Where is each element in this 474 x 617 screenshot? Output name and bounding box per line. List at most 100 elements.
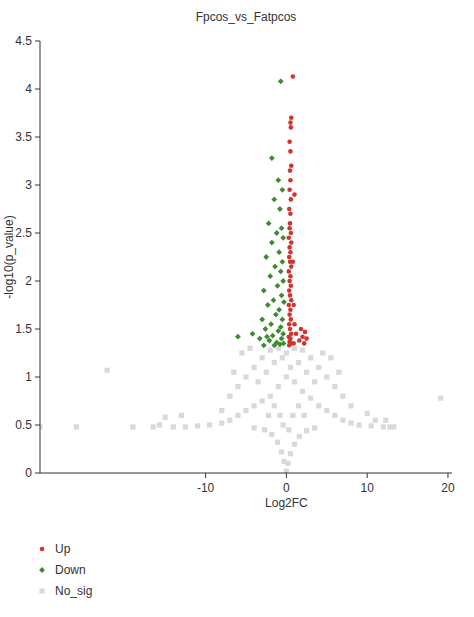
point bbox=[278, 269, 284, 275]
point bbox=[316, 365, 321, 370]
point bbox=[287, 245, 292, 250]
point bbox=[243, 374, 248, 379]
point bbox=[381, 424, 386, 429]
legend-marker bbox=[39, 588, 44, 593]
point bbox=[273, 312, 279, 318]
point bbox=[287, 188, 292, 193]
point bbox=[332, 384, 337, 389]
point bbox=[300, 348, 305, 353]
point bbox=[287, 207, 292, 212]
point bbox=[279, 187, 285, 193]
point bbox=[297, 434, 302, 439]
point bbox=[288, 293, 293, 298]
point bbox=[289, 197, 294, 202]
point bbox=[373, 418, 378, 423]
legend-label: Up bbox=[55, 542, 71, 556]
point bbox=[308, 396, 313, 401]
point bbox=[284, 468, 289, 473]
point bbox=[292, 379, 297, 384]
y-tick-label: 4.5 bbox=[15, 34, 32, 48]
point bbox=[289, 231, 294, 236]
point bbox=[291, 341, 296, 346]
point bbox=[288, 250, 293, 255]
y-tick bbox=[35, 329, 40, 330]
x-tick bbox=[286, 473, 287, 478]
y-tick bbox=[35, 89, 40, 90]
point bbox=[195, 423, 200, 428]
point bbox=[281, 299, 287, 305]
y-tick-label: 1 bbox=[25, 370, 32, 384]
point bbox=[276, 249, 282, 255]
point bbox=[287, 226, 292, 231]
point bbox=[340, 418, 345, 423]
y-axis bbox=[40, 41, 41, 473]
legend-label: Down bbox=[55, 563, 86, 577]
point bbox=[272, 403, 277, 408]
legend-marker bbox=[40, 547, 45, 552]
point bbox=[275, 440, 280, 445]
point bbox=[271, 342, 277, 348]
y-tick bbox=[35, 473, 40, 474]
point bbox=[279, 259, 285, 265]
y-tick-label: 0.5 bbox=[15, 418, 32, 432]
point bbox=[300, 389, 305, 394]
point bbox=[303, 330, 308, 335]
point bbox=[235, 334, 241, 340]
y-tick bbox=[35, 233, 40, 234]
point bbox=[183, 424, 188, 429]
point bbox=[271, 297, 277, 303]
point bbox=[287, 288, 292, 293]
point bbox=[294, 332, 299, 337]
point bbox=[251, 365, 256, 370]
point bbox=[284, 350, 289, 355]
point bbox=[296, 360, 301, 365]
point bbox=[304, 428, 309, 433]
point bbox=[259, 317, 265, 323]
point bbox=[157, 422, 162, 427]
point bbox=[286, 427, 291, 432]
point bbox=[292, 346, 297, 351]
y-tick-label: 2.5 bbox=[15, 226, 32, 240]
x-tick-label: -10 bbox=[197, 481, 215, 495]
point bbox=[280, 235, 286, 241]
point bbox=[277, 413, 282, 418]
point bbox=[297, 338, 302, 343]
point bbox=[288, 221, 293, 226]
x-axis-label: Log2FC bbox=[265, 496, 308, 510]
point bbox=[239, 350, 244, 355]
point bbox=[302, 341, 307, 346]
point bbox=[287, 279, 292, 284]
point bbox=[287, 303, 292, 308]
y-tick-label: 3.5 bbox=[15, 130, 32, 144]
point bbox=[275, 328, 281, 334]
point bbox=[231, 370, 236, 375]
legend-marker bbox=[39, 567, 45, 573]
point bbox=[296, 403, 301, 408]
point bbox=[302, 413, 307, 418]
point bbox=[292, 192, 297, 197]
point bbox=[219, 420, 224, 425]
y-tick bbox=[35, 281, 40, 282]
y-tick bbox=[35, 377, 40, 378]
point bbox=[256, 379, 261, 384]
point bbox=[281, 459, 286, 464]
y-tick bbox=[35, 137, 40, 138]
x-tick bbox=[367, 473, 368, 478]
point bbox=[269, 432, 274, 437]
point bbox=[289, 264, 294, 269]
point bbox=[348, 420, 353, 425]
point bbox=[304, 370, 309, 375]
point bbox=[312, 379, 317, 384]
point bbox=[257, 336, 263, 342]
point bbox=[320, 350, 325, 355]
point bbox=[267, 273, 273, 279]
legend-label: No_sig bbox=[55, 584, 92, 598]
point bbox=[290, 413, 295, 418]
point bbox=[289, 240, 294, 245]
point bbox=[251, 425, 256, 430]
point bbox=[274, 230, 280, 236]
point bbox=[247, 346, 252, 351]
point bbox=[328, 355, 333, 360]
point bbox=[251, 403, 256, 408]
point bbox=[300, 334, 305, 339]
